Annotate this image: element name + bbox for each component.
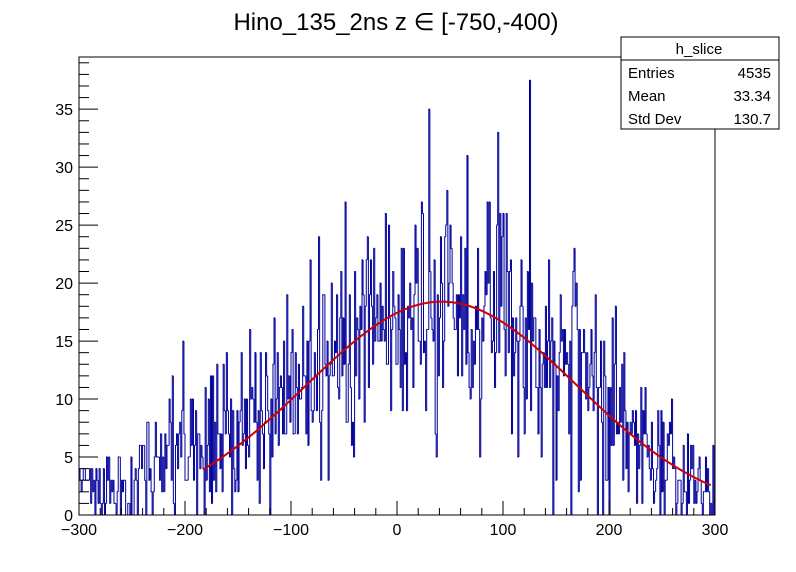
- histogram-bin: [117, 456, 120, 492]
- x-tick-label: −300: [61, 522, 97, 539]
- histogram-bin: [184, 433, 187, 481]
- stats-mean-value: 33.34: [733, 88, 771, 105]
- histogram-bin: [345, 201, 348, 423]
- histogram-bin: [605, 375, 607, 481]
- histogram-bin: [395, 317, 397, 365]
- y-tick-label: 20: [55, 276, 73, 293]
- histogram-bin: [535, 317, 537, 388]
- y-tick-label: 30: [55, 160, 73, 177]
- stats-box-title: h_slice: [676, 41, 723, 58]
- histogram-bin: [113, 480, 116, 504]
- histogram-bin: [426, 328, 428, 411]
- histogram-bin: [385, 213, 388, 365]
- y-tick-label: 15: [55, 334, 73, 351]
- stats-entries-value: 4535: [738, 65, 771, 82]
- histogram-bin: [127, 502, 129, 515]
- fit-curve: [202, 300, 712, 487]
- histogram-bin: [217, 364, 219, 435]
- x-tick-label: −200: [167, 522, 203, 539]
- histogram-bin: [580, 352, 583, 481]
- histogram-bin: [683, 445, 686, 493]
- histogram-bin: [533, 317, 535, 342]
- histogram-bin: [146, 421, 148, 515]
- y-tick-label: 35: [55, 102, 73, 119]
- histogram-bin: [166, 444, 169, 469]
- stats-entries-label: Entries: [628, 65, 675, 82]
- y-tick-label: 5: [64, 450, 73, 467]
- x-tick-label: −100: [273, 522, 309, 539]
- chart-title: Hino_135_2ns z ∈ [-750,-400): [233, 9, 558, 36]
- axes: −300 −200 −100 0 100 200 300 0 5 10 15 20 25 30 35: [55, 62, 729, 539]
- stats-box: h_slice Entries 4535 Mean 33.34 Std Dev …: [620, 36, 780, 130]
- histogram-bin: [142, 444, 144, 469]
- stats-box-frame: [620, 36, 780, 130]
- histogram-bin: [664, 479, 667, 515]
- y-tick-label: 10: [55, 392, 73, 409]
- x-tick-label: 0: [393, 522, 402, 539]
- histogram-bin: [155, 422, 158, 458]
- histogram-bin: [292, 329, 295, 435]
- stats-stddev-value: 130.7: [733, 111, 771, 128]
- histogram-bin: [597, 386, 600, 515]
- histogram-bin: [677, 479, 679, 504]
- x-tick-label: 100: [490, 522, 517, 539]
- x-tick-label: 200: [596, 522, 623, 539]
- stats-mean-label: Mean: [628, 88, 666, 105]
- histogram-bin: [322, 294, 324, 411]
- histogram-bin: [298, 364, 301, 400]
- histogram-bin: [303, 306, 305, 377]
- histogram-bin: [284, 341, 286, 435]
- histogram-bin: [377, 294, 379, 342]
- histogram-bins: [78, 79, 715, 516]
- histogram-bin: [453, 317, 456, 330]
- gaussian-fit: [202, 300, 712, 487]
- histogram-bin: [417, 248, 420, 342]
- y-tick-label: 25: [55, 218, 73, 235]
- histogram-bin: [197, 433, 199, 515]
- histogram-bin: [123, 479, 125, 492]
- y-tick-label: 0: [64, 508, 73, 525]
- histogram-bin: [702, 491, 705, 515]
- histogram-bin: [138, 444, 141, 469]
- stats-stddev-label: Std Dev: [628, 111, 682, 128]
- histogram-bin: [187, 456, 190, 481]
- histogram-bin: [331, 283, 334, 377]
- x-tick-label: 300: [702, 522, 729, 539]
